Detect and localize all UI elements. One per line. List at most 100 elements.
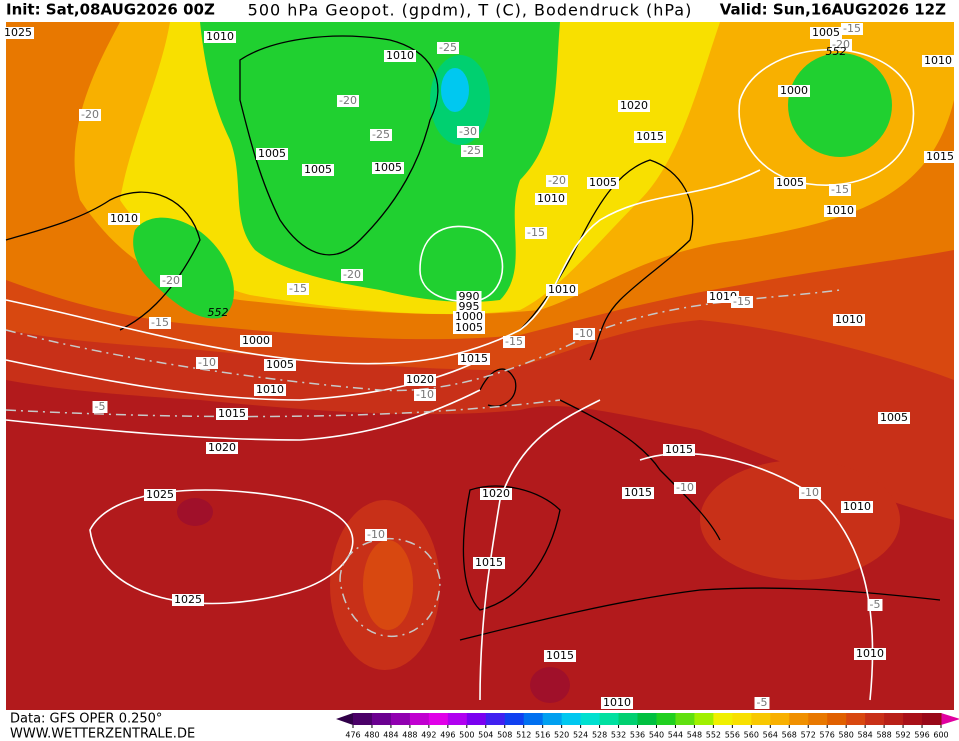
colorbar-bin bbox=[390, 713, 411, 725]
isobar-label: 995 bbox=[459, 300, 480, 313]
colorbar-label: 532 bbox=[611, 731, 626, 740]
colorbar-label: 524 bbox=[573, 731, 588, 740]
isobar-label-box bbox=[622, 487, 654, 499]
colorbar-label: 488 bbox=[402, 731, 417, 740]
temperature-label: -20 bbox=[832, 38, 850, 51]
canada bbox=[5, 191, 201, 331]
isobar-label: 1010 bbox=[206, 30, 234, 43]
temperature-label: -10 bbox=[416, 388, 434, 401]
site-name: WWW.WETTERZENTRALE.DE bbox=[10, 727, 195, 741]
colorbar-bin bbox=[428, 713, 449, 725]
isobar-label: 1010 bbox=[386, 49, 414, 62]
isobar-label-box bbox=[2, 27, 34, 39]
temperature-label-box bbox=[457, 126, 479, 138]
iberia bbox=[462, 485, 561, 611]
isobar-label-box bbox=[824, 205, 856, 217]
isobar-label-box bbox=[473, 557, 505, 569]
temperature-label-box bbox=[414, 389, 436, 401]
temperature-label: -20 bbox=[162, 274, 180, 287]
colorbar-label: 572 bbox=[801, 731, 816, 740]
isobar bbox=[639, 452, 874, 701]
isobar-label: 1020 bbox=[406, 373, 434, 386]
isobar-label-box bbox=[922, 55, 954, 67]
isobar-label: 1005 bbox=[589, 176, 617, 189]
colorbar-bin bbox=[846, 713, 866, 725]
temperature-label: -15 bbox=[843, 22, 861, 35]
colorbar-label: 528 bbox=[592, 731, 607, 740]
isobar-label: 1005 bbox=[304, 163, 332, 176]
isobar-label: 990 bbox=[459, 290, 480, 303]
isobar-label: 1010 bbox=[826, 204, 854, 217]
isobar-label: 1005 bbox=[455, 321, 483, 334]
temperature-label: -15 bbox=[151, 316, 169, 329]
isobar-label: 1020 bbox=[620, 99, 648, 112]
isobar-label-box bbox=[854, 648, 886, 660]
colorbar-bin bbox=[922, 713, 942, 725]
isobar-label: 1010 bbox=[256, 383, 284, 396]
isobar-label-box bbox=[544, 650, 576, 662]
temperature-label: -25 bbox=[463, 144, 481, 157]
isobar-label-box bbox=[663, 444, 695, 456]
temperature-label: -5 bbox=[870, 598, 881, 611]
colorbar-high-end bbox=[941, 713, 959, 725]
temperature-label-box bbox=[461, 145, 483, 157]
colorbar-label: 600 bbox=[933, 731, 948, 740]
isobar-label: 1010 bbox=[603, 696, 631, 709]
colorbar-label: 536 bbox=[630, 731, 645, 740]
colorbar-bin bbox=[561, 713, 582, 725]
isobar-label: 1020 bbox=[208, 441, 236, 454]
isobar-label-box bbox=[302, 164, 334, 176]
temperature-label-box bbox=[546, 175, 568, 187]
field-core bbox=[177, 498, 213, 526]
temperature-label-box bbox=[287, 283, 309, 295]
colorbar-label: 556 bbox=[725, 731, 740, 740]
isobar-label: 1015 bbox=[926, 150, 954, 163]
isobar-label-box bbox=[256, 148, 288, 160]
isobar-label: 1010 bbox=[537, 192, 565, 205]
isobar-label: 1010 bbox=[924, 54, 952, 67]
isobar-label-box bbox=[601, 697, 633, 709]
init-time: Init: Sat,08AUG2026 00Z bbox=[6, 1, 215, 19]
isobar-label: 1025 bbox=[4, 26, 32, 39]
isobar-label: 1005 bbox=[266, 358, 294, 371]
colorbar-bin bbox=[656, 713, 676, 725]
map-title: 500 hPa Geopot. (gpdm), T (C), Bodendruc… bbox=[248, 1, 693, 20]
isobar-label-box bbox=[240, 335, 272, 347]
colorbar-label: 576 bbox=[820, 731, 835, 740]
colorbar-label: 560 bbox=[744, 731, 759, 740]
colorbar-label: 500 bbox=[459, 731, 474, 740]
colorbar-bin bbox=[542, 713, 563, 725]
isobar bbox=[738, 48, 915, 186]
isobar-label: 1015 bbox=[546, 649, 574, 662]
temperature-label: -10 bbox=[367, 528, 385, 541]
isobar-label: 1000 bbox=[780, 84, 808, 97]
temperature-label-box bbox=[160, 275, 182, 287]
temperature-label-box bbox=[731, 296, 753, 308]
isobar-label: 1010 bbox=[843, 500, 871, 513]
isobar-label-box bbox=[546, 284, 578, 296]
colorbar-bin bbox=[808, 713, 828, 725]
temperature-label: -25 bbox=[439, 41, 457, 54]
valid-time: Valid: Sun,16AUG2026 12Z bbox=[720, 1, 946, 19]
temperature-label-box bbox=[341, 269, 363, 281]
temperature-label: -15 bbox=[289, 282, 307, 295]
europe-coast bbox=[559, 399, 721, 541]
colorbar-label: 476 bbox=[345, 731, 360, 740]
isobar-label-box bbox=[456, 291, 482, 303]
temperature-label-box bbox=[674, 482, 696, 494]
colorbar-label: 596 bbox=[914, 731, 929, 740]
temperature-label: -20 bbox=[339, 94, 357, 107]
isobar-label-box bbox=[206, 442, 238, 454]
colorbar-label: 504 bbox=[478, 731, 493, 740]
temperature-label-box bbox=[92, 401, 108, 413]
isobar-label: 1015 bbox=[475, 556, 503, 569]
temperature-label-box bbox=[841, 23, 863, 35]
isobar-label-box bbox=[204, 31, 236, 43]
isobar-label: 1025 bbox=[174, 593, 202, 606]
header: Init: Sat,08AUG2026 00Z 500 hPa Geopot. … bbox=[6, 1, 946, 20]
isobar-label: 1025 bbox=[146, 488, 174, 501]
colorbar-bin bbox=[903, 713, 923, 725]
colorbar-bin bbox=[599, 713, 620, 725]
colorbar-label: 548 bbox=[687, 731, 702, 740]
